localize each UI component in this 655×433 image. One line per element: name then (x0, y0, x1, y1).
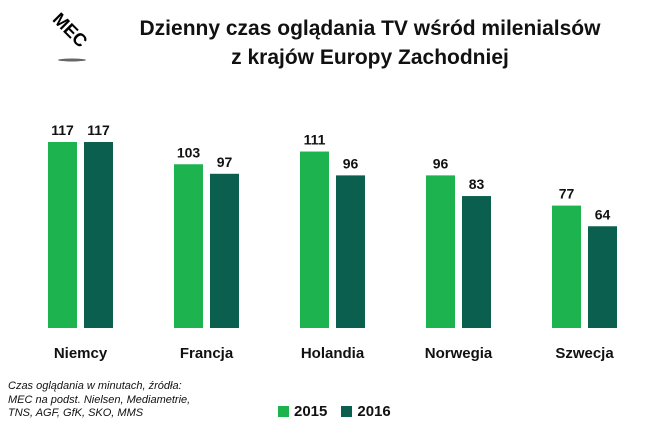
legend-item-2015: 2015 (278, 403, 327, 420)
legend-item-2016: 2016 (341, 403, 391, 420)
bar-francja-2016 (210, 173, 239, 328)
legend-swatch (341, 406, 353, 417)
bar-szwecja-2015 (552, 205, 581, 328)
data-label: 117 (51, 122, 74, 138)
note-line: TNS, AGF, GfK, SKO, MMS (8, 407, 144, 419)
legend-label: 2015 (294, 403, 328, 420)
legend: 2015 2016 (278, 403, 391, 420)
title-line-2: z krajów Europy Zachodniej (231, 46, 509, 69)
note-line: MEC na podst. Nielsen, Mediametrie, (8, 393, 191, 406)
category-label: Francja (180, 345, 234, 362)
data-label: 111 (304, 132, 326, 148)
category-label: Holandia (301, 345, 365, 362)
source-note: Czas oglądania w minutach, źródła: MEC n… (8, 380, 190, 421)
bar-holandia-2016 (336, 175, 365, 328)
data-label: 64 (595, 206, 611, 222)
bar-norwegia-2015 (426, 175, 455, 328)
data-label: 96 (343, 155, 359, 171)
data-label: 97 (217, 154, 233, 170)
category-label: Szwecja (555, 345, 614, 362)
note-line: Czas oglądania w minutach, źródła: (8, 380, 182, 392)
data-label: 103 (177, 144, 201, 160)
category-label: Norwegia (425, 345, 493, 362)
chart-title: Dzienny czas oglądania TV wśród milenial… (110, 14, 630, 72)
bar-niemcy-2016 (84, 142, 113, 328)
bar-szwecja-2016 (588, 226, 617, 328)
bar-norwegia-2016 (462, 196, 491, 328)
data-label: 83 (469, 176, 485, 192)
bar-holandia-2015 (300, 151, 329, 328)
data-label: 77 (559, 186, 575, 202)
data-label: 96 (433, 155, 449, 171)
mec-logo: MEC (49, 8, 91, 64)
bar-niemcy-2015 (48, 142, 77, 328)
legend-swatch (278, 406, 289, 417)
bar-francja-2015 (174, 164, 203, 328)
category-label: Niemcy (54, 345, 108, 362)
data-label: 117 (87, 122, 110, 138)
legend-label: 2016 (357, 403, 391, 420)
title-line-1: Dzienny czas oglądania TV wśród milenial… (139, 17, 601, 40)
